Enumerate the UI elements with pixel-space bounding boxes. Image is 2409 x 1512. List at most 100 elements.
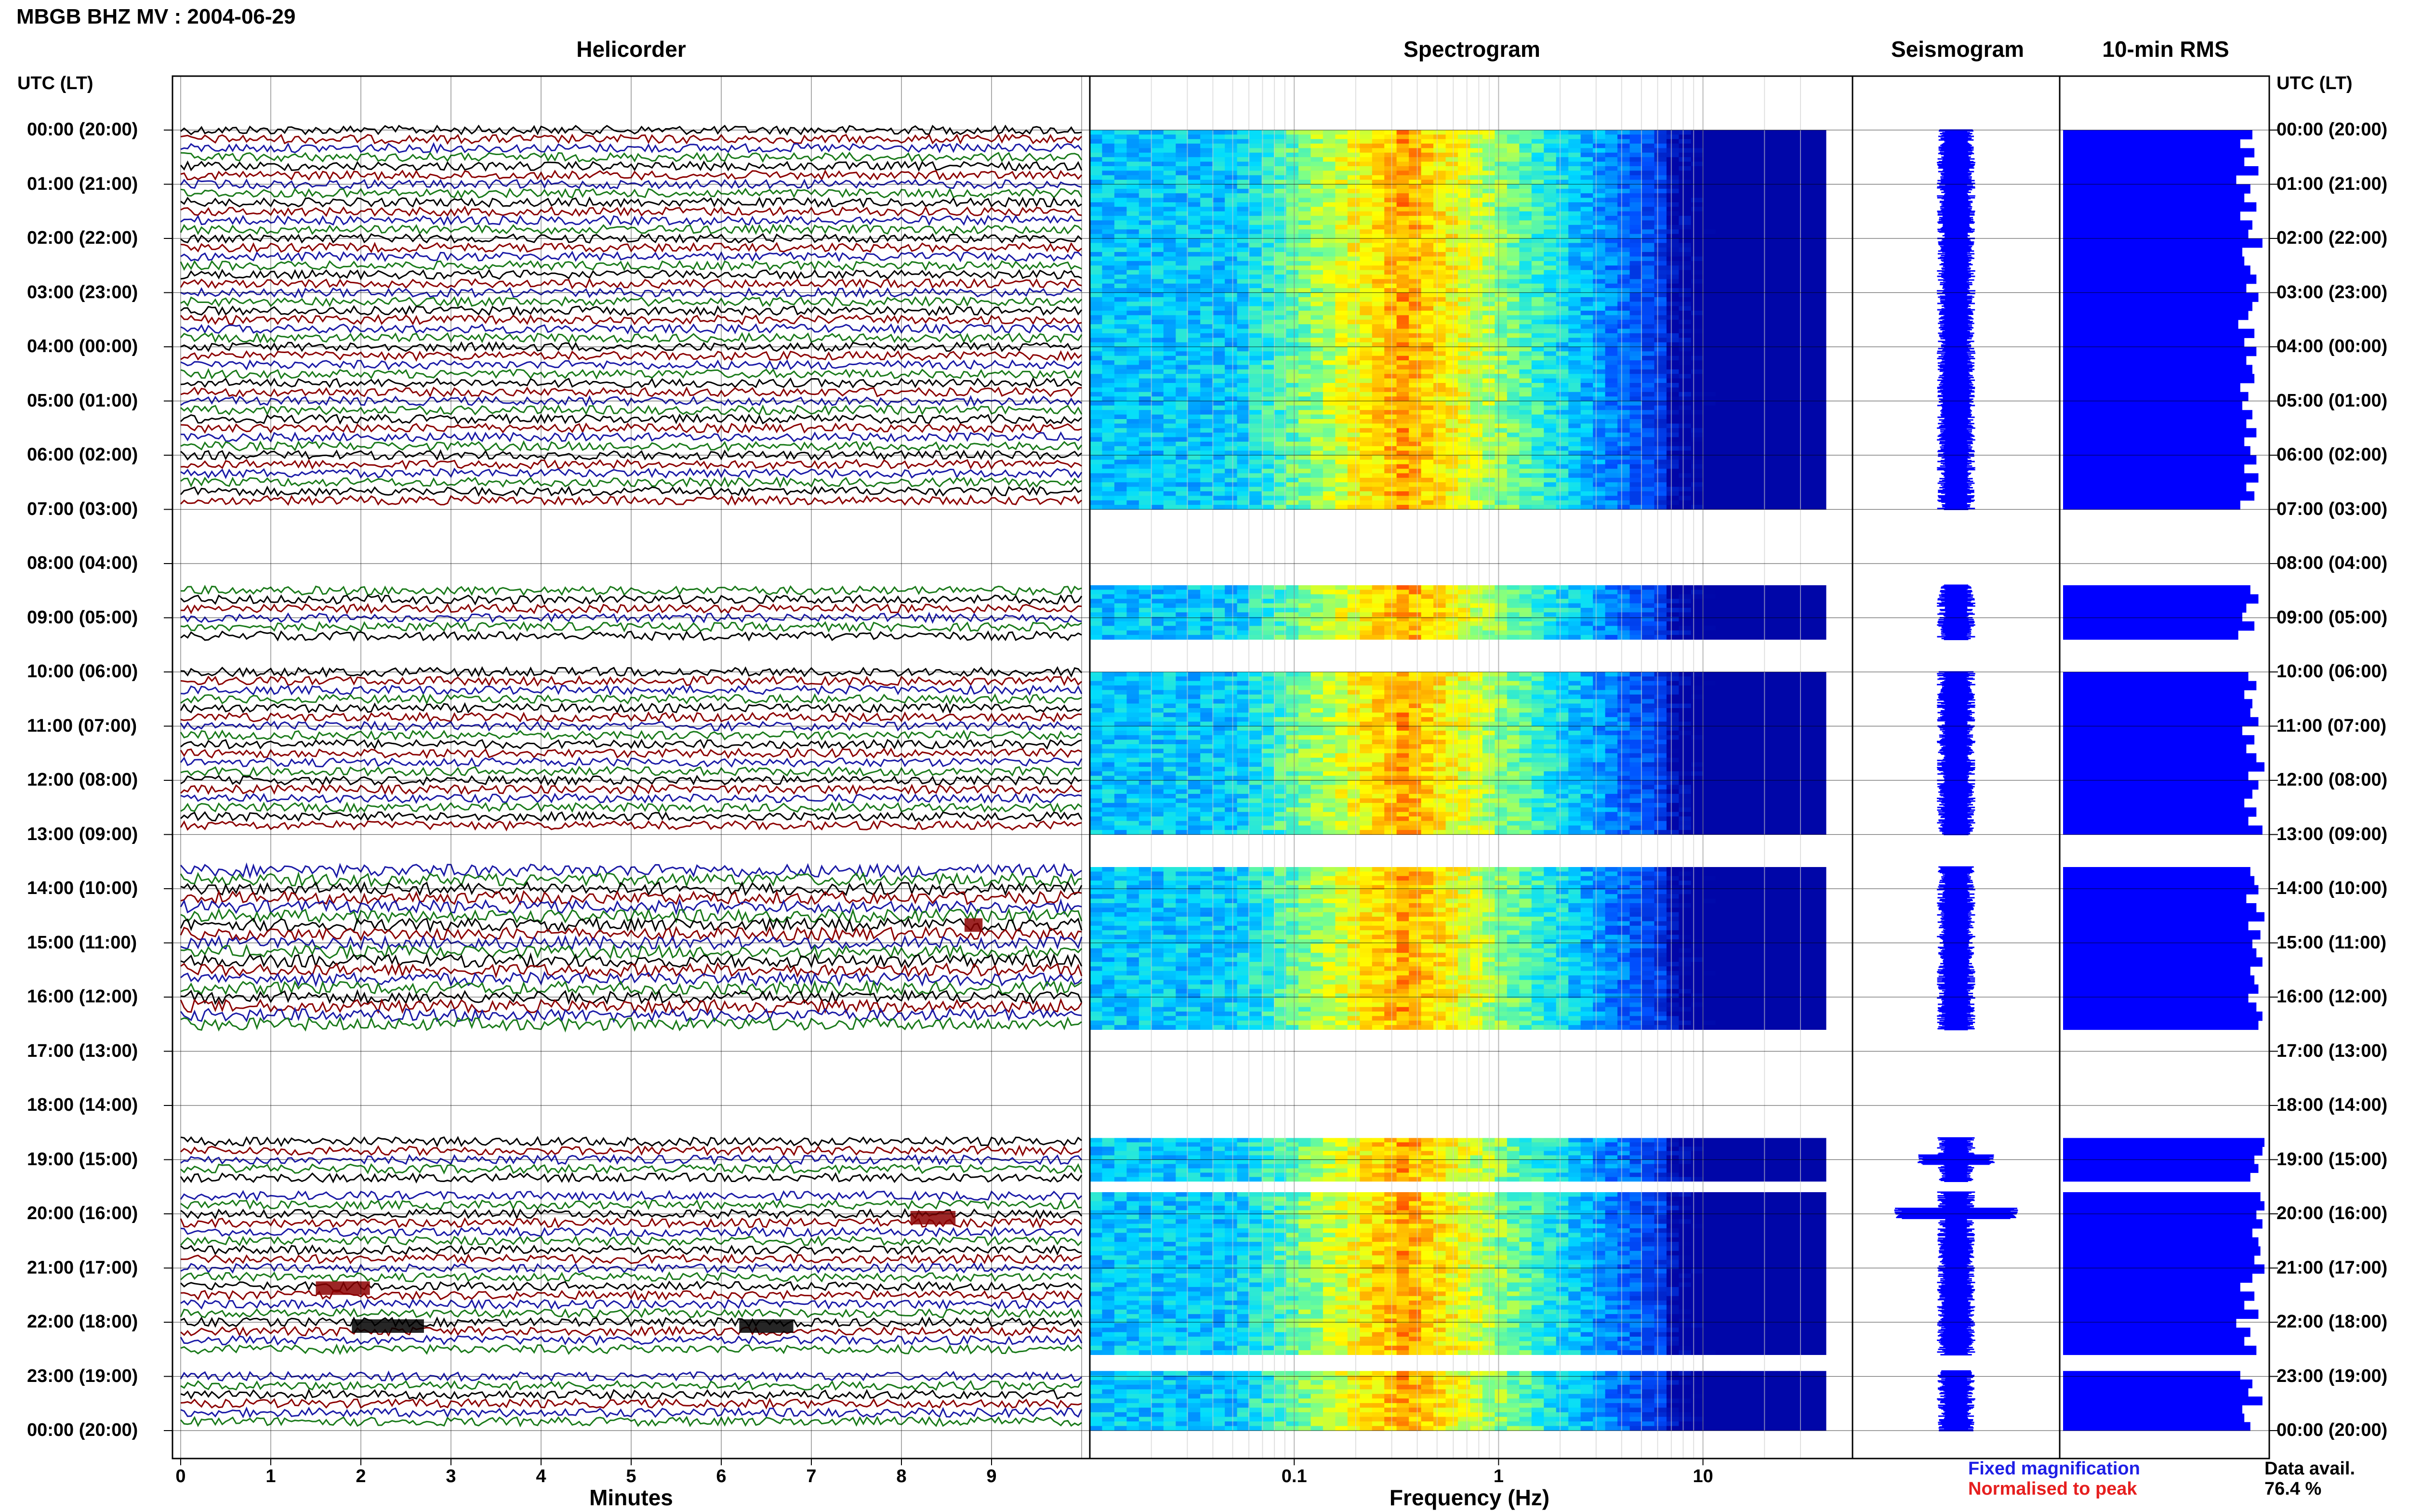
spectrogram-cell — [1200, 252, 1213, 257]
spectrogram-cell — [1188, 161, 1201, 167]
spectrogram-cell — [1335, 256, 1348, 262]
spectrogram-cell — [1629, 342, 1642, 347]
spectrogram-cell — [1752, 324, 1765, 329]
spectrogram-cell — [1151, 338, 1164, 343]
spectrogram-cell — [1752, 482, 1765, 487]
spectrogram-cell — [1286, 315, 1299, 320]
spectrogram-cell — [1163, 433, 1176, 437]
spectrogram-cell — [1372, 365, 1385, 370]
spectrogram-cell — [1568, 130, 1581, 135]
spectrogram-cell — [1519, 477, 1532, 483]
spectrogram-cell — [1114, 224, 1127, 230]
spectrogram-cell — [1433, 202, 1446, 207]
spectrogram-cell — [1752, 306, 1765, 311]
spectrogram-cell — [1458, 261, 1470, 266]
spectrogram-cell — [1679, 324, 1692, 329]
helicorder-event — [910, 1211, 956, 1224]
spectrogram-cell — [1679, 211, 1692, 216]
spectrogram-cell — [1421, 247, 1434, 252]
spectrogram-cell — [1126, 401, 1139, 406]
spectrogram-cell — [1421, 161, 1434, 167]
spectrogram-cell — [1470, 144, 1483, 148]
spectrogram-cell — [1360, 197, 1373, 203]
spectrogram-cell — [1728, 161, 1741, 167]
spectrogram-cell — [1617, 188, 1630, 194]
spectrogram-cell — [1225, 464, 1238, 469]
spectrogram-cell — [1163, 261, 1176, 266]
spectrogram-cell — [1298, 180, 1311, 184]
spectrogram-cell — [1642, 405, 1655, 410]
spectrogram-cell — [1298, 297, 1311, 302]
spectrogram-cell — [1114, 134, 1127, 140]
spectrogram-cell — [1458, 469, 1470, 473]
spectrogram-cell — [1568, 283, 1581, 289]
spectrogram-cell — [1347, 234, 1360, 239]
spectrogram-cell — [1568, 482, 1581, 487]
spectrogram-cell — [1666, 243, 1679, 248]
spectrogram-cell — [1556, 229, 1569, 235]
spectrogram-cell — [1347, 220, 1360, 225]
spectrogram-cell — [1335, 482, 1348, 487]
spectrogram-cell — [1813, 234, 1827, 239]
spectrogram-cell — [1274, 392, 1286, 397]
spectrogram-cell — [1482, 311, 1495, 316]
spectrogram-cell — [1654, 365, 1667, 370]
spectrogram-cell — [1801, 338, 1814, 343]
spectrogram-cell — [1531, 329, 1544, 334]
spectrogram-cell — [1531, 342, 1544, 347]
spectrogram-cell — [1482, 152, 1495, 158]
spectrogram-cell — [1519, 175, 1532, 180]
spectrogram-cell — [1801, 152, 1814, 158]
spectrogram-cell — [1777, 148, 1790, 153]
spectrogram-cell — [1777, 211, 1790, 216]
spectrogram-cell — [1151, 275, 1164, 279]
spectrogram-cell — [1421, 256, 1434, 262]
spectrogram-cell — [1310, 482, 1324, 487]
spectrogram-cell — [1813, 383, 1827, 388]
spectrogram-cell — [1679, 355, 1692, 361]
spectrogram-cell — [1347, 383, 1360, 388]
spectrogram-cell — [1286, 387, 1299, 393]
spectrogram-cell — [1335, 360, 1348, 365]
spectrogram-cell — [1789, 486, 1802, 492]
spectrogram-cell — [1482, 157, 1495, 162]
spectrogram-cell — [1445, 175, 1458, 180]
spectrogram-cell — [1237, 333, 1250, 338]
spectrogram-cell — [1531, 270, 1544, 275]
spectrogram-cell — [1138, 486, 1152, 492]
spectrogram-cell — [1323, 315, 1336, 320]
spectrogram-cell — [1482, 279, 1495, 284]
spectrogram-cell — [1225, 261, 1238, 266]
spectrogram-cell — [1691, 188, 1704, 194]
spectrogram-cell — [1568, 175, 1581, 180]
spectrogram-cell — [1777, 139, 1790, 144]
spectrogram-cell — [1777, 455, 1790, 460]
spectrogram-cell — [1102, 148, 1115, 153]
spectrogram-cell — [1617, 378, 1630, 383]
spectrogram-cell — [1090, 229, 1102, 235]
spectrogram-cell — [1335, 238, 1348, 243]
spectrogram-cell — [1176, 157, 1189, 162]
spectrogram-cell — [1617, 288, 1630, 293]
spectrogram-cell — [1519, 464, 1532, 469]
spectrogram-cell — [1090, 401, 1102, 406]
spectrogram-cell — [1605, 279, 1618, 284]
spectrogram-cell — [1703, 360, 1716, 365]
spectrogram-cell — [1593, 252, 1606, 257]
spectrogram-cell — [1298, 161, 1311, 167]
spectrogram-cell — [1445, 220, 1458, 225]
spectrogram-cell — [1666, 234, 1679, 239]
spectrogram-cell — [1495, 188, 1508, 194]
spectrogram-cell — [1163, 469, 1176, 473]
spectrogram-cell — [1544, 423, 1557, 429]
spectrogram-cell — [1580, 270, 1593, 275]
spectrogram-cell — [1347, 433, 1360, 437]
spectrogram-cell — [1654, 410, 1667, 415]
spectrogram-cell — [1310, 211, 1324, 216]
spectrogram-cell — [1801, 464, 1814, 469]
spectrogram-cell — [1740, 238, 1753, 243]
spectrogram-cell — [1507, 175, 1520, 180]
spectrogram-cell — [1323, 157, 1336, 162]
spectrogram-cell — [1593, 302, 1606, 307]
spectrogram-cell — [1188, 275, 1201, 279]
